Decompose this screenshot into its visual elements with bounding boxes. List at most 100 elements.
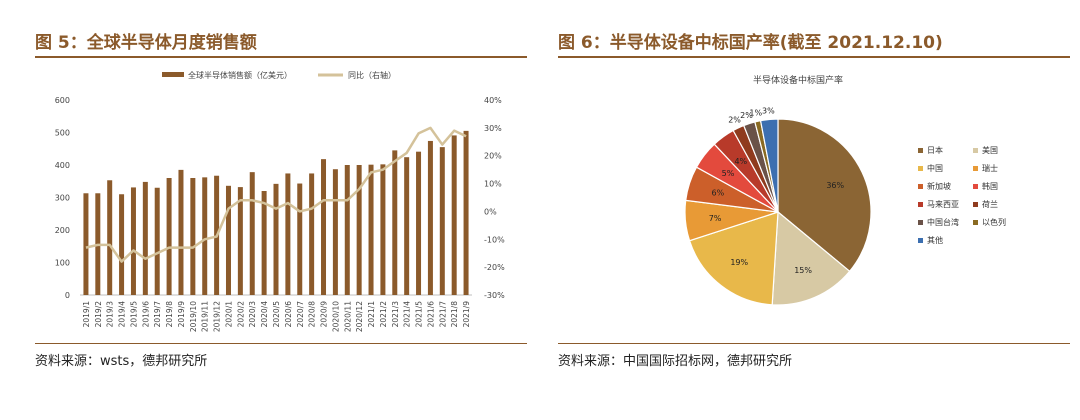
y-right-tick-label: 40% [484, 96, 502, 105]
y-right-tick-label: 0% [484, 207, 497, 216]
y-right-tick-label: -20% [484, 263, 505, 272]
legend-label: 瑞士 [982, 163, 998, 173]
bar [166, 178, 172, 295]
legend-label: 中国台湾 [927, 217, 959, 227]
pie-value-label: 2% [728, 116, 741, 125]
legend-label: 以色列 [982, 217, 1006, 227]
x-tick-label: 2021/4 [403, 301, 412, 328]
x-tick-label: 2019/3 [106, 301, 115, 328]
bar [261, 191, 267, 295]
legend-label: 韩国 [982, 181, 998, 191]
bar [332, 169, 338, 295]
bar [119, 194, 125, 295]
bar [451, 135, 457, 295]
left-panel: 图 5：全球半导体月度销售额 全球半导体销售额（亿美元） 同比（右轴） 0 100 20… [35, 33, 527, 369]
bar [344, 165, 350, 295]
right-panel: 图 6：半导体设备中标国产率(截至 2021.12.10) 半导体设备中标国产率… [548, 0, 1080, 420]
bar [142, 181, 148, 295]
source-note: 资料来源：wsts，德邦研究所 [35, 354, 208, 369]
sales-chart: 全球半导体销售额（亿美元） 同比（右轴） 0 100 200 300 400 500 600 -3… [55, 70, 505, 332]
y-left-tick-label: 200 [55, 226, 70, 235]
bar [154, 187, 160, 295]
x-tick-label: 2021/6 [426, 301, 435, 328]
x-tick-label: 2020/7 [296, 301, 305, 328]
bar [297, 183, 303, 295]
legend-label: 其他 [927, 235, 943, 245]
figure-5-title: 图 5：全球半导体月度销售额 [35, 33, 257, 53]
legend-swatch [973, 148, 978, 153]
bar [237, 187, 243, 295]
pie-slice [777, 118, 872, 273]
chart-legend: 全球半导体销售额（亿美元） 同比（右轴） [162, 70, 396, 80]
pie-value-label: 5% [722, 169, 735, 178]
y-left-tick-label: 600 [55, 96, 70, 105]
title-rule [558, 56, 1070, 58]
x-tick-label: 2020/10 [331, 301, 340, 332]
y-right-tick-label: -10% [484, 235, 505, 244]
bar [404, 157, 410, 295]
bar [178, 169, 184, 295]
legend-label: 马来西亚 [927, 200, 959, 209]
legend-swatch [973, 220, 978, 225]
x-tick-label: 2019/4 [118, 301, 127, 328]
y-left-tick-label: 300 [55, 194, 70, 203]
pie-value-label: 36% [826, 181, 844, 190]
bar [107, 180, 113, 295]
bar [356, 165, 362, 295]
bar [321, 159, 327, 295]
x-tick-label: 2020/12 [355, 301, 364, 332]
source-rule [558, 343, 1070, 344]
x-tick-label: 2019/8 [165, 301, 174, 328]
x-tick-label: 2020/6 [284, 301, 293, 328]
bar [368, 164, 374, 295]
bar [202, 177, 208, 295]
x-tick-label: 2020/2 [236, 301, 245, 328]
x-tick-label: 2021/2 [379, 301, 388, 328]
legend-label: 美国 [982, 145, 998, 155]
legend-swatch-bars [162, 72, 184, 77]
x-tick-label: 2020/8 [308, 301, 317, 328]
x-tick-label: 2021/7 [438, 301, 447, 328]
pie-slice [759, 118, 779, 213]
legend-label-line: 同比（右轴） [348, 70, 396, 80]
legend-swatch [918, 238, 923, 243]
x-tick-label: 2020/3 [248, 301, 257, 328]
y-right-tick-label: 20% [484, 152, 502, 161]
source-note: 资料来源：中国国际招标网，德邦研究所 [558, 354, 793, 369]
bar [285, 173, 291, 295]
bar [273, 183, 279, 295]
pie-value-label: 2% [740, 111, 753, 120]
y-right-tick-label: 30% [484, 124, 502, 133]
pie-value-label: 7% [709, 214, 722, 223]
bar [427, 140, 433, 295]
x-tick-label: 2019/12 [213, 301, 222, 332]
legend-swatch [918, 148, 923, 153]
x-tick-label: 2021/8 [450, 301, 459, 328]
x-tick-label: 2019/2 [94, 301, 103, 328]
yoy-line [85, 126, 467, 263]
bar [225, 185, 231, 295]
pie-value-label: 15% [794, 266, 812, 275]
pie-slice [688, 211, 779, 306]
y-left-tick-label: 400 [55, 161, 70, 170]
x-tick-label: 2019/10 [189, 301, 198, 332]
y-right-tick-label: -30% [484, 291, 505, 300]
x-tick-label: 2019/7 [153, 301, 162, 328]
pie-value-label: 1% [749, 108, 762, 117]
bar [190, 178, 196, 295]
x-tick-label: 2019/9 [177, 301, 186, 328]
bar [392, 150, 398, 295]
x-tick-label: 2021/9 [462, 301, 471, 328]
legend-swatch [918, 184, 923, 189]
legend-swatch [973, 166, 978, 171]
x-tick-label: 2020/1 [224, 301, 233, 328]
x-tick-label: 2020/9 [320, 301, 329, 328]
legend-swatch [918, 166, 923, 171]
bar [130, 187, 136, 295]
x-tick-label: 2019/11 [201, 301, 210, 332]
x-tick-label: 2021/5 [415, 301, 424, 328]
pie-slice [771, 210, 851, 306]
bar [463, 130, 469, 295]
y-left-tick-label: 100 [55, 259, 70, 268]
